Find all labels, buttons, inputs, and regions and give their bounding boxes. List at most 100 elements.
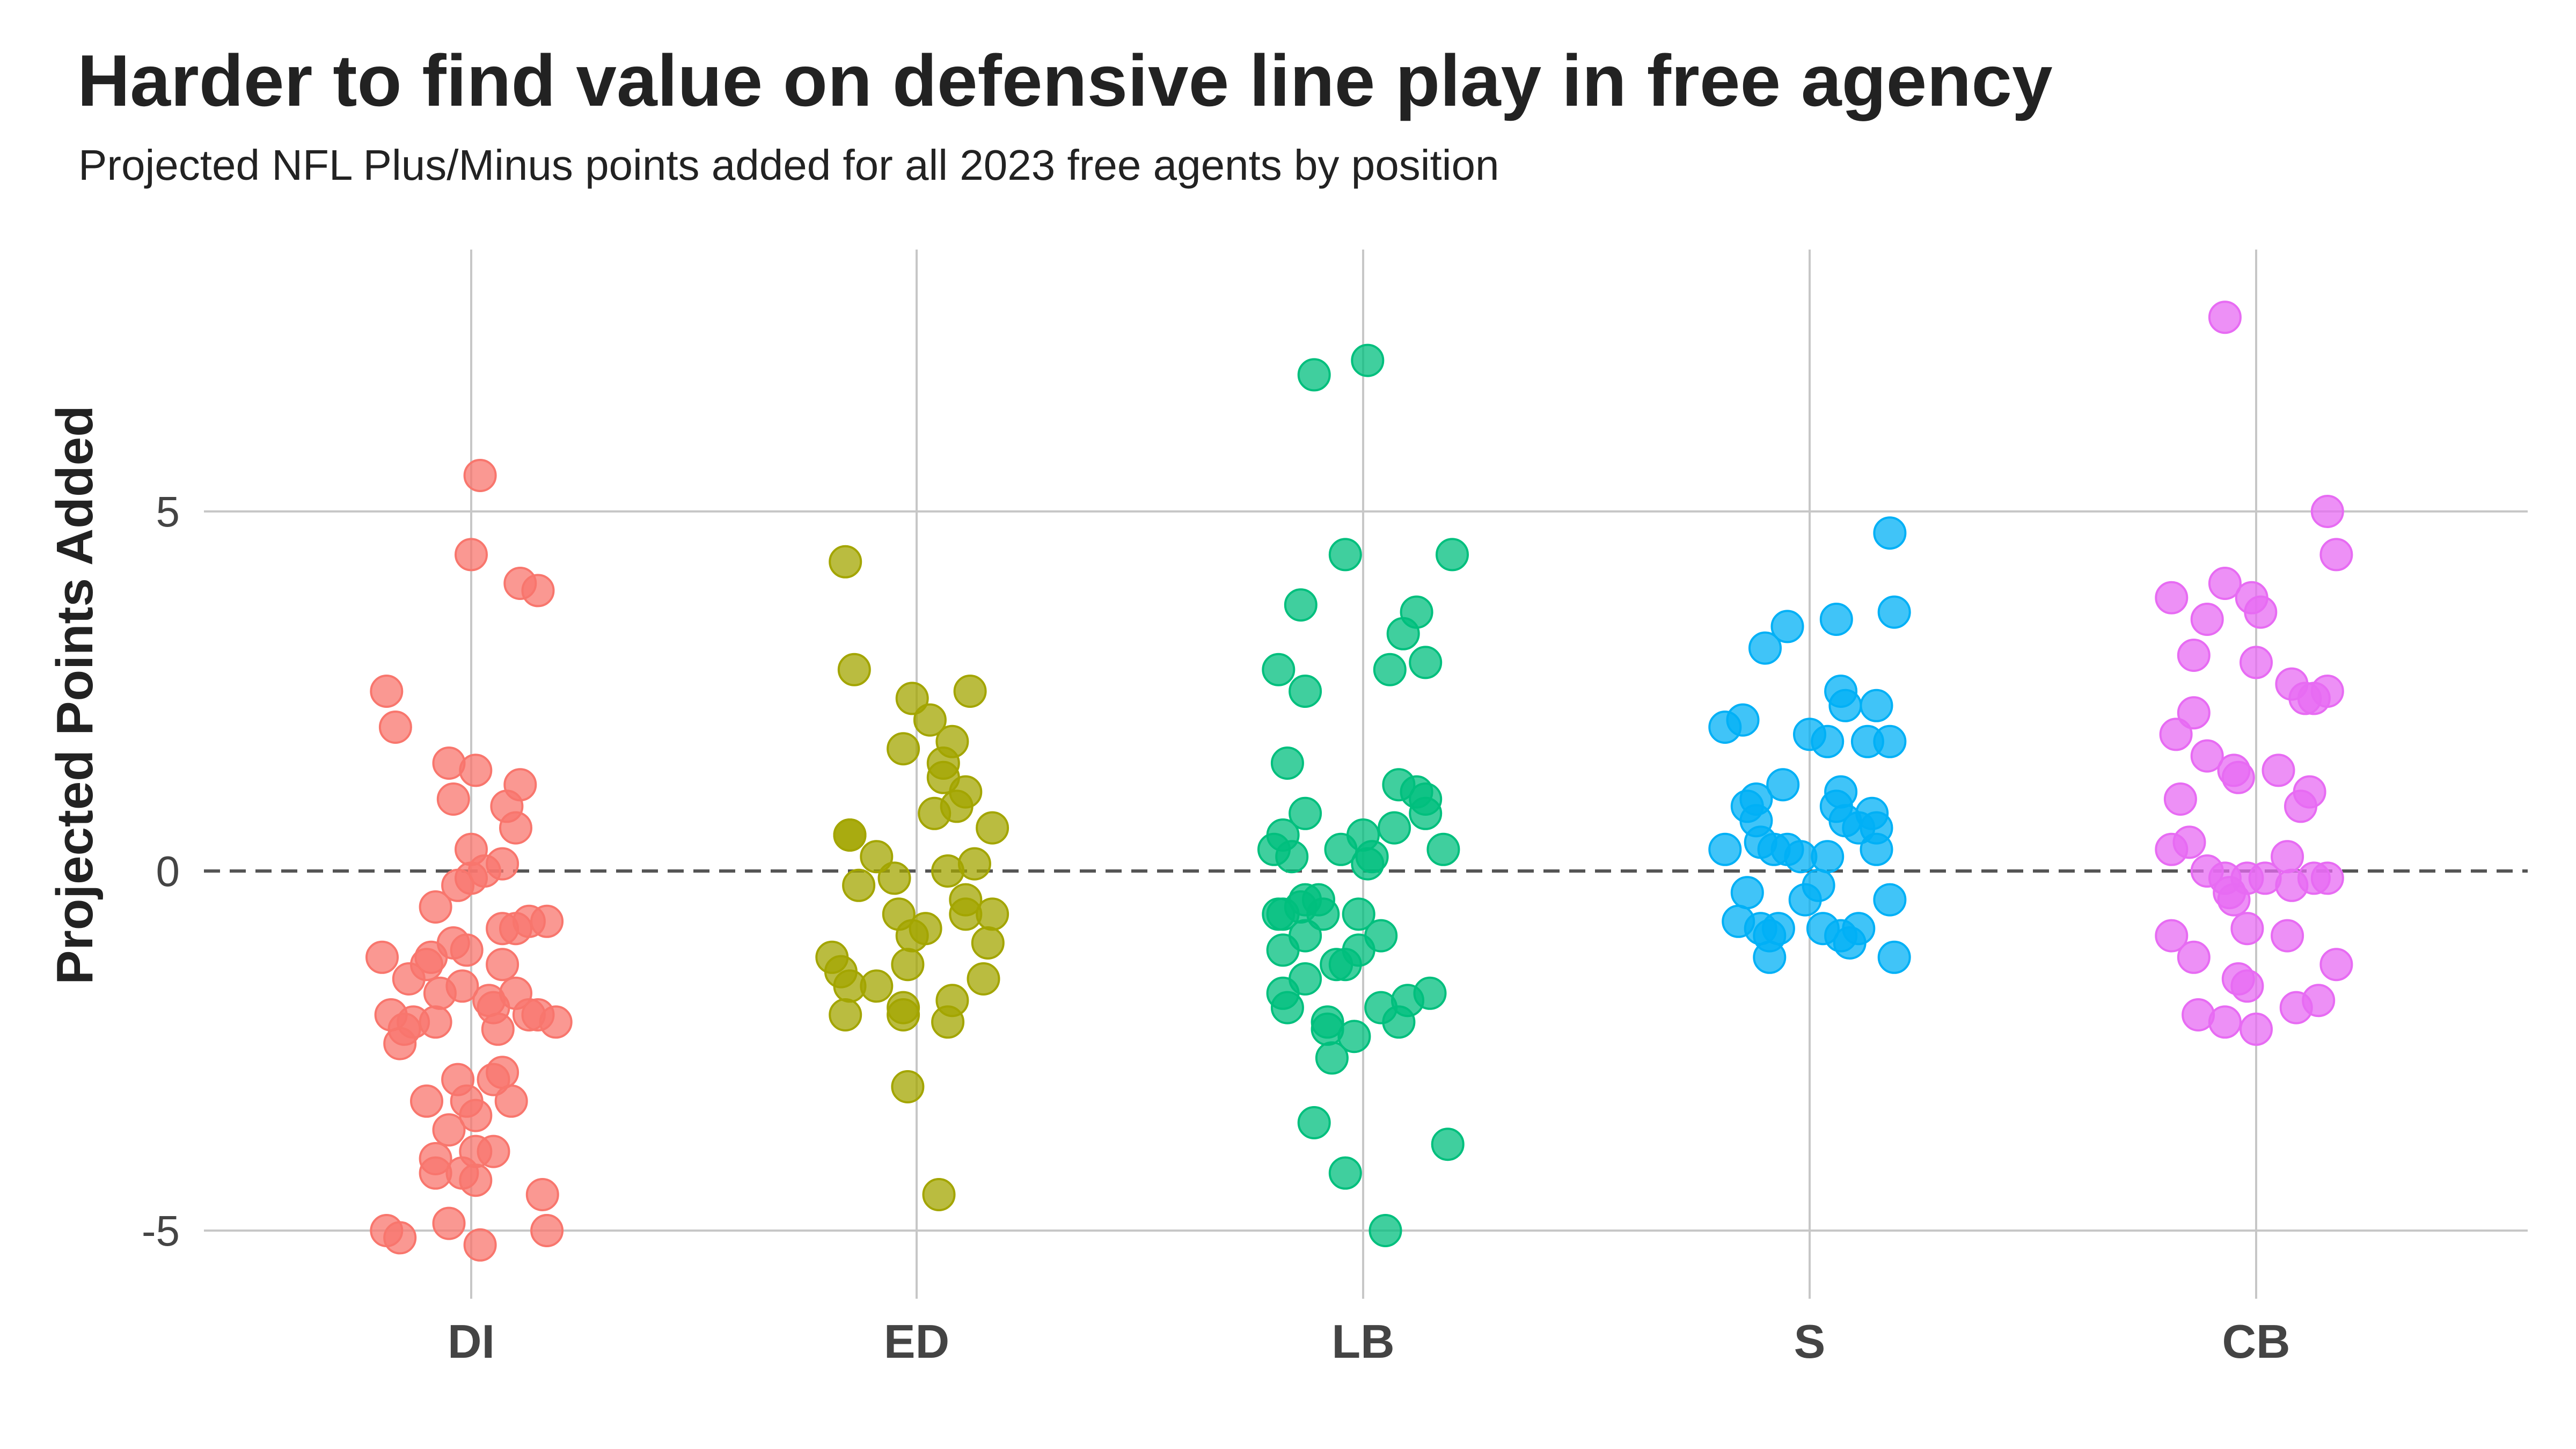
point-ed-37 bbox=[887, 998, 920, 1031]
point-lb-12 bbox=[1270, 747, 1304, 780]
point-lb-54 bbox=[1368, 1214, 1402, 1247]
point-cb-42 bbox=[2230, 969, 2264, 1003]
point-ed-38 bbox=[931, 1005, 965, 1039]
point-s-32 bbox=[1730, 876, 1764, 910]
point-s-30 bbox=[1811, 840, 1845, 874]
point-cb-8 bbox=[2190, 603, 2224, 636]
point-cb-17 bbox=[2190, 739, 2224, 773]
point-lb-1 bbox=[1351, 343, 1385, 377]
point-ed-18 bbox=[931, 854, 965, 888]
point-ed-15 bbox=[833, 818, 867, 852]
point-cb-22 bbox=[2163, 782, 2197, 816]
point-ed-3 bbox=[895, 682, 929, 715]
point-cb-5 bbox=[2155, 581, 2189, 614]
point-cb-7 bbox=[2244, 595, 2278, 629]
point-ed-33 bbox=[967, 962, 1000, 996]
point-s-2 bbox=[1819, 603, 1853, 636]
point-di-46 bbox=[477, 1063, 510, 1096]
series-di bbox=[365, 459, 573, 1262]
point-di-1 bbox=[463, 459, 497, 492]
point-s-15 bbox=[1766, 768, 1800, 802]
point-s-1 bbox=[1873, 516, 1907, 550]
point-cb-1 bbox=[2208, 301, 2242, 334]
point-s-43 bbox=[1833, 926, 1867, 960]
point-ed-40 bbox=[922, 1178, 956, 1211]
point-lb-45 bbox=[1270, 991, 1304, 1024]
point-cb-15 bbox=[2177, 696, 2211, 730]
point-lb-32 bbox=[1266, 897, 1300, 931]
point-s-34 bbox=[1802, 868, 1835, 902]
point-ed-39 bbox=[891, 1070, 925, 1103]
point-cb-19 bbox=[2221, 760, 2255, 794]
point-s-27 bbox=[1708, 832, 1742, 866]
point-s-10 bbox=[1708, 711, 1742, 744]
point-s-44 bbox=[1753, 940, 1787, 974]
point-di-4 bbox=[521, 574, 555, 608]
point-lb-49 bbox=[1337, 1020, 1371, 1053]
point-lb-10 bbox=[1373, 653, 1407, 686]
point-di-8 bbox=[459, 753, 493, 787]
point-cb-16 bbox=[2159, 718, 2193, 751]
x-tick-label-di: DI bbox=[448, 1315, 495, 1368]
y-axis-label: Projected Points Added bbox=[46, 405, 104, 984]
point-ed-5 bbox=[953, 675, 987, 708]
point-cb-40 bbox=[2319, 948, 2353, 982]
point-lb-50 bbox=[1315, 1041, 1349, 1075]
point-cb-47 bbox=[2240, 1012, 2273, 1046]
point-lb-9 bbox=[1262, 653, 1296, 686]
point-di-50 bbox=[459, 1099, 493, 1132]
point-cb-33 bbox=[2310, 861, 2344, 895]
point-lb-8 bbox=[1409, 646, 1443, 679]
point-di-31 bbox=[423, 976, 457, 1010]
point-ed-24 bbox=[976, 897, 1009, 931]
point-lb-52 bbox=[1431, 1128, 1465, 1161]
point-di-18 bbox=[419, 890, 452, 924]
point-lb-11 bbox=[1289, 675, 1322, 708]
point-lb-7 bbox=[1386, 617, 1420, 650]
point-di-29 bbox=[392, 962, 426, 996]
point-di-49 bbox=[494, 1084, 528, 1118]
x-tick-label-ed: ED bbox=[884, 1315, 949, 1368]
point-cb-23 bbox=[2284, 789, 2317, 823]
point-cb-3 bbox=[2319, 538, 2353, 572]
point-di-61 bbox=[432, 1206, 466, 1240]
point-s-7 bbox=[1860, 689, 1893, 722]
point-cb-4 bbox=[2208, 567, 2242, 600]
point-di-42 bbox=[481, 1012, 515, 1046]
point-lb-53 bbox=[1328, 1156, 1362, 1190]
data-points bbox=[365, 301, 2353, 1262]
point-di-22 bbox=[530, 904, 564, 938]
chart-title: Harder to find value on defensive line p… bbox=[77, 40, 2053, 121]
point-di-17 bbox=[441, 868, 475, 902]
point-s-3 bbox=[1877, 595, 1911, 629]
point-ed-27 bbox=[971, 926, 1005, 960]
axis-ticks: DI ED LB S CB 5 0 -5 bbox=[142, 488, 2290, 1368]
y-tick-label-zero: 0 bbox=[156, 847, 180, 895]
point-di-43 bbox=[383, 1027, 417, 1060]
y-tick-label-neg5: -5 bbox=[142, 1207, 180, 1255]
point-s-14 bbox=[1873, 724, 1907, 758]
point-lb-21 bbox=[1426, 832, 1460, 866]
point-lb-26 bbox=[1351, 847, 1385, 881]
point-di-40 bbox=[419, 1005, 452, 1039]
point-di-28 bbox=[486, 948, 519, 982]
point-lb-39 bbox=[1328, 948, 1362, 982]
point-ed-4 bbox=[913, 703, 947, 737]
point-di-25 bbox=[365, 940, 399, 974]
point-lb-36 bbox=[1266, 933, 1300, 967]
point-ed-36 bbox=[829, 998, 862, 1031]
point-s-31 bbox=[1860, 832, 1893, 866]
series-ed bbox=[815, 545, 1009, 1211]
point-cb-9 bbox=[2177, 639, 2211, 672]
point-di-62 bbox=[463, 1228, 497, 1262]
point-lb-3 bbox=[1328, 538, 1362, 572]
point-lb-24 bbox=[1324, 832, 1358, 866]
chart-subtitle: Projected NFL Plus/Minus points added fo… bbox=[78, 141, 1499, 189]
point-s-8 bbox=[1828, 689, 1862, 722]
point-ed-2 bbox=[837, 653, 871, 686]
point-di-63 bbox=[530, 1214, 564, 1247]
point-di-10 bbox=[436, 782, 470, 816]
point-lb-33 bbox=[1342, 897, 1375, 931]
point-di-57 bbox=[459, 1163, 493, 1197]
